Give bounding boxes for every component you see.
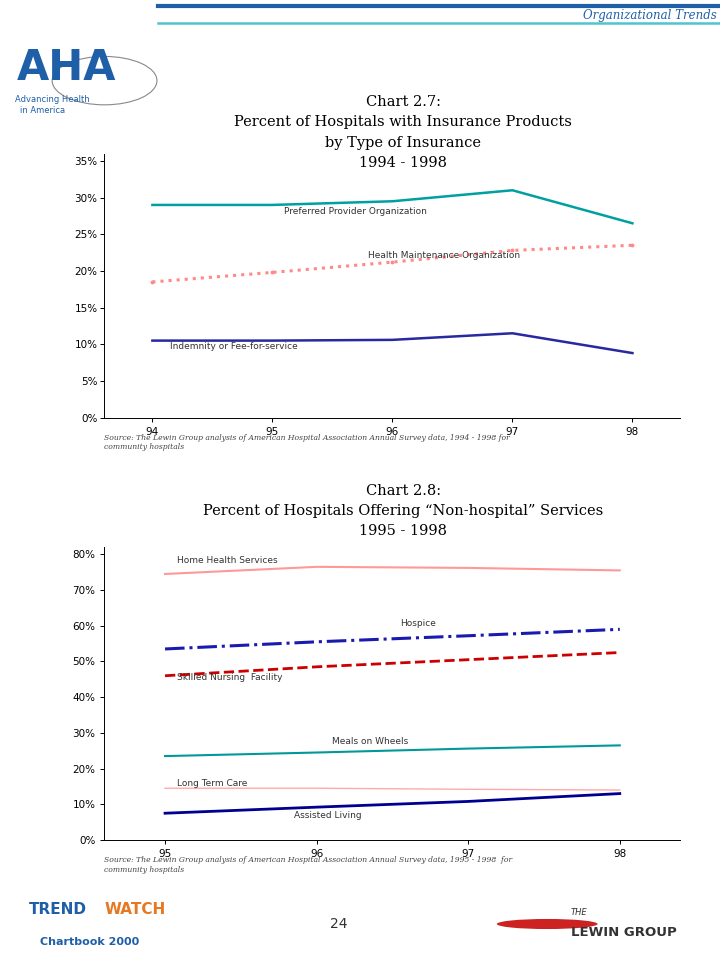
Circle shape <box>497 919 598 929</box>
Text: AHA: AHA <box>17 47 116 88</box>
Text: Organizational Trends: Organizational Trends <box>582 10 716 22</box>
Text: Home Health Services: Home Health Services <box>177 556 278 565</box>
Text: Source: The Lewin Group analysis of American Hospital Association Annual Survey : Source: The Lewin Group analysis of Amer… <box>104 434 510 451</box>
Text: Long Term Care: Long Term Care <box>177 779 248 788</box>
Text: Health Maintenance Organization: Health Maintenance Organization <box>369 251 521 260</box>
Text: LEWIN GROUP: LEWIN GROUP <box>571 926 677 939</box>
Text: Meals on Wheels: Meals on Wheels <box>332 736 408 746</box>
Text: WATCH: WATCH <box>104 902 166 917</box>
Text: Chart 2.8:
Percent of Hospitals Offering “Non-hospital” Services
1995 - 1998: Chart 2.8: Percent of Hospitals Offering… <box>203 484 603 538</box>
Text: Skilled Nursing  Facility: Skilled Nursing Facility <box>177 673 283 682</box>
Text: Indemnity or Fee-for-service: Indemnity or Fee-for-service <box>171 343 298 351</box>
Text: Chartbook 2000: Chartbook 2000 <box>40 937 139 947</box>
Text: THE: THE <box>571 908 588 917</box>
Text: 24: 24 <box>330 917 347 931</box>
Text: in America: in America <box>20 107 66 115</box>
Text: Advancing Health: Advancing Health <box>14 95 89 105</box>
Text: Chart 2.7:
Percent of Hospitals with Insurance Products
by Type of Insurance
199: Chart 2.7: Percent of Hospitals with Ins… <box>234 95 572 170</box>
Text: TREND: TREND <box>29 902 87 917</box>
Text: Preferred Provider Organization: Preferred Provider Organization <box>284 206 427 216</box>
Text: Hospice: Hospice <box>400 619 436 629</box>
Text: Assisted Living: Assisted Living <box>294 811 361 820</box>
Text: Source: The Lewin Group analysis of American Hospital Association Annual Survey : Source: The Lewin Group analysis of Amer… <box>104 856 513 874</box>
